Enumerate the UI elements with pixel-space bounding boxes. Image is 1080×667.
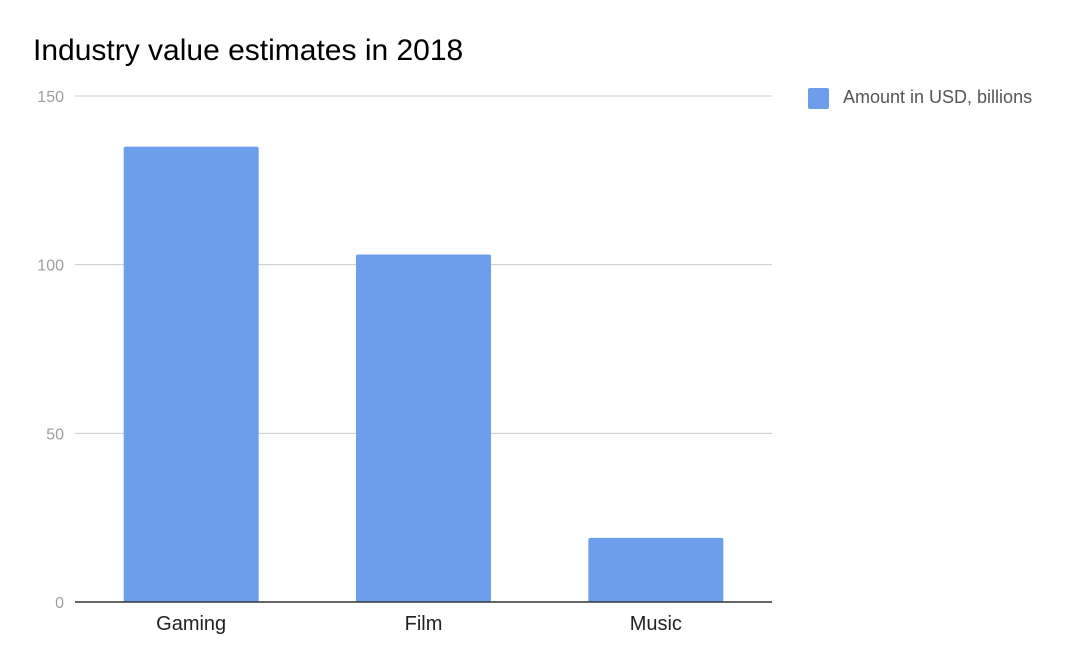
legend-label: Amount in USD, billions xyxy=(843,87,1032,107)
x-tick-label: Music xyxy=(630,613,682,635)
x-tick-label: Gaming xyxy=(156,613,226,635)
bar-gaming xyxy=(123,146,259,602)
y-tick-label: 100 xyxy=(37,258,64,275)
y-tick-label: 50 xyxy=(46,426,64,443)
bar-music xyxy=(588,537,724,602)
legend-swatch xyxy=(808,88,829,109)
y-tick-label: 0 xyxy=(55,595,64,612)
y-tick-label: 150 xyxy=(37,89,64,106)
y-axis-ticks: 0 50 100 150 xyxy=(37,89,64,612)
x-tick-label: Film xyxy=(405,613,443,635)
bars xyxy=(123,146,724,602)
x-axis-ticks: Gaming Film Music xyxy=(156,613,682,635)
bar-film xyxy=(356,254,491,602)
legend: Amount in USD, billions xyxy=(808,87,1032,109)
chart-title: Industry value estimates in 2018 xyxy=(33,34,463,67)
